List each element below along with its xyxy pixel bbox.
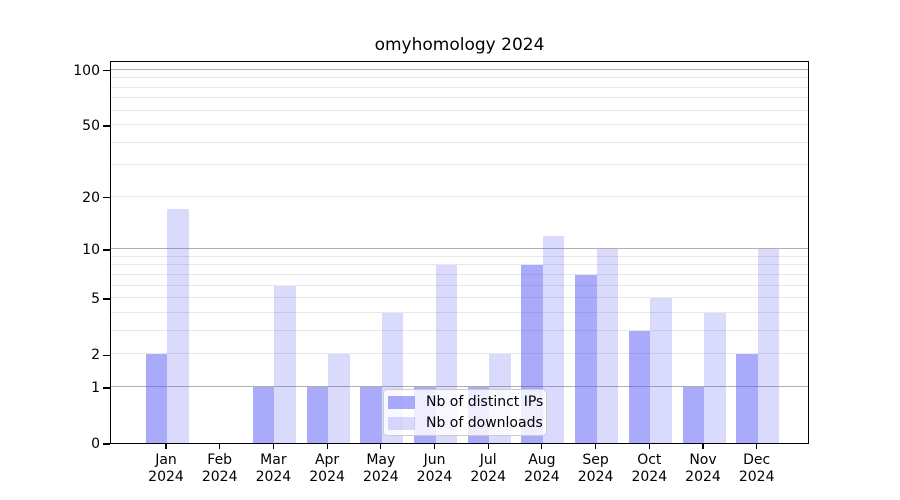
x-tick-label-jan: Jan 2024 — [148, 452, 184, 485]
x-tick-mark-jan — [165, 444, 167, 449]
minor-gridline-4 — [111, 311, 808, 313]
y-tick-mark-0 — [103, 443, 110, 445]
bar-distinct-ips-jan — [145, 354, 167, 443]
legend-label-downloads: Nb of downloads — [426, 415, 543, 431]
x-tick-mark-jul — [487, 444, 489, 449]
x-tick-mark-oct — [648, 444, 650, 449]
y-tick-label-1: 1 — [91, 379, 100, 396]
y-tick-mark-1 — [103, 387, 110, 389]
bar-downloads-sep — [596, 249, 619, 443]
y-tick-mark-10 — [103, 249, 110, 251]
x-tick-label-jul: Jul 2024 — [470, 452, 506, 485]
bar-downloads-nov — [704, 312, 726, 443]
x-tick-mark-jun — [433, 444, 436, 449]
x-tick-label-may: May 2024 — [362, 452, 399, 485]
bar-downloads-apr — [328, 354, 350, 443]
plot-area — [110, 61, 809, 444]
minor-gridline-80 — [111, 86, 808, 88]
bar-distinct-ips-nov — [682, 386, 704, 443]
minor-gridline-20 — [111, 195, 808, 197]
minor-gridline-6 — [111, 284, 808, 286]
x-tick-label-mar: Mar 2024 — [255, 452, 292, 485]
x-tick-label-apr: Apr 2024 — [309, 452, 345, 485]
bar-distinct-ips-may — [360, 386, 382, 443]
x-tick-label-jun: Jun 2024 — [416, 452, 453, 485]
x-tick-mark-aug — [541, 444, 543, 449]
minor-gridline-2 — [111, 353, 808, 355]
minor-gridline-5 — [111, 297, 808, 299]
x-tick-label-dec: Dec 2024 — [738, 452, 775, 485]
legend-swatch-downloads — [388, 416, 415, 430]
bar-downloads-aug — [542, 235, 565, 443]
y-tick-mark-100 — [103, 70, 110, 72]
x-tick-label-nov: Nov 2024 — [685, 452, 721, 485]
x-tick-label-oct: Oct 2024 — [631, 452, 668, 485]
y-tick-label-0: 0 — [91, 436, 100, 452]
minor-gridline-9 — [111, 255, 808, 257]
bar-distinct-ips-sep — [575, 274, 597, 443]
bar-distinct-ips-mar — [252, 386, 275, 443]
y-tick-label-2: 2 — [91, 347, 100, 364]
minor-gridline-60 — [111, 109, 808, 111]
y-tick-label-20: 20 — [82, 189, 100, 206]
y-tick-label-5: 5 — [91, 291, 100, 308]
x-tick-label-sep: Sep 2024 — [577, 452, 614, 485]
x-tick-mark-nov — [702, 444, 704, 449]
bar-downloads-jan — [167, 209, 189, 443]
x-tick-mark-may — [380, 444, 382, 449]
y-tick-label-10: 10 — [82, 242, 100, 259]
legend-swatch-distinct-ips — [388, 395, 415, 409]
minor-gridline-3 — [111, 329, 808, 331]
x-tick-mark-mar — [272, 444, 274, 449]
y-tick-mark-20 — [103, 197, 110, 199]
x-tick-mark-feb — [219, 444, 221, 449]
minor-gridline-30 — [111, 164, 808, 166]
minor-gridline-8 — [111, 264, 808, 266]
legend: Nb of distinct IPs Nb of downloads — [383, 389, 547, 436]
legend-entry-downloads: Nb of downloads — [388, 414, 546, 432]
chart-title: omyhomology 2024 — [374, 35, 545, 55]
minor-gridline-90 — [111, 77, 808, 79]
bar-downloads-mar — [274, 285, 296, 443]
bar-distinct-ips-apr — [306, 386, 329, 443]
bar-distinct-ips-dec — [736, 354, 758, 443]
major-gridline-10 — [111, 248, 808, 250]
minor-gridline-50 — [111, 123, 808, 125]
bar-distinct-ips-oct — [628, 330, 651, 443]
y-tick-label-100: 100 — [73, 62, 100, 79]
minor-gridline-70 — [111, 97, 808, 99]
y-tick-mark-2 — [103, 354, 110, 356]
legend-label-distinct-ips: Nb of distinct IPs — [426, 394, 544, 410]
x-tick-label-feb: Feb 2024 — [201, 452, 238, 485]
minor-gridline-40 — [111, 141, 808, 143]
x-tick-label-aug: Aug 2024 — [524, 452, 560, 485]
bar-downloads-dec — [757, 249, 780, 443]
bar-downloads-oct — [650, 298, 672, 443]
x-tick-mark-dec — [756, 444, 758, 449]
y-tick-label-50: 50 — [82, 117, 100, 134]
legend-entry-distinct-ips: Nb of distinct IPs — [388, 393, 546, 411]
y-tick-mark-50 — [103, 125, 110, 127]
major-gridline-1 — [111, 385, 808, 387]
x-tick-mark-sep — [595, 444, 597, 449]
minor-gridline-7 — [111, 273, 808, 275]
y-tick-mark-5 — [103, 298, 110, 300]
major-gridline-100 — [111, 68, 808, 70]
x-tick-mark-apr — [326, 444, 328, 449]
